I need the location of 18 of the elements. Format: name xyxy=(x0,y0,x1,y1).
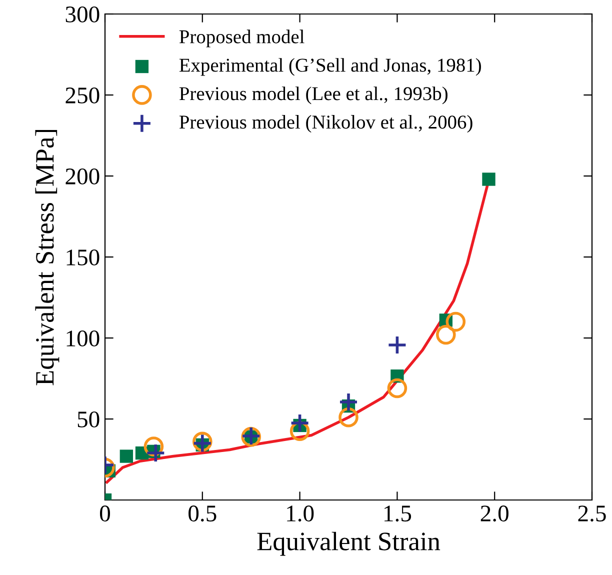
x-tick-label: 2.0 xyxy=(480,506,508,522)
y-axis-title: Equivalent Stress [MPa] xyxy=(35,130,60,386)
x-tick-label: 0.5 xyxy=(188,506,216,522)
x-tick-label: 1.5 xyxy=(384,506,412,522)
x-tick-label: 1.0 xyxy=(287,506,314,522)
y-tick-label: 250 xyxy=(66,87,100,104)
legend-label: Previous model (Lee et al., 1993b) xyxy=(179,86,448,104)
y-tick-label: 100 xyxy=(66,330,100,346)
y-tick-label: 150 xyxy=(66,249,100,266)
y-tick-label: 50 xyxy=(78,411,100,428)
x-tick-label: 0 xyxy=(100,506,110,522)
x-tick-label: 2.5 xyxy=(578,506,606,522)
legend-label: Proposed model xyxy=(179,30,304,48)
y-tick-label: 200 xyxy=(66,168,100,184)
legend-label: Previous model (Nikolov et al., 2006) xyxy=(179,115,472,133)
x-axis-title: Equivalent Strain xyxy=(257,532,440,556)
y-tick-label: 300 xyxy=(66,6,100,22)
legend-label: Experimental (G’Sell and Jonas, 1981) xyxy=(179,58,481,76)
